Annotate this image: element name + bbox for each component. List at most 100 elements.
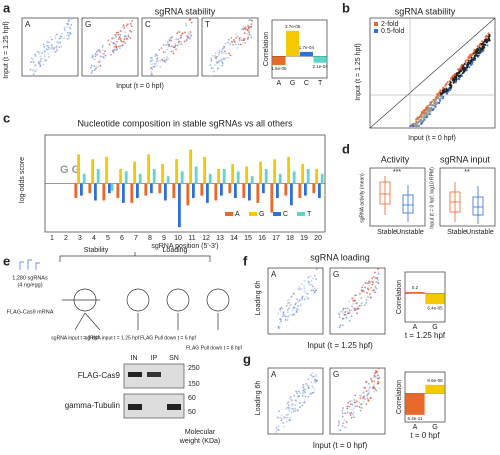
scatter-dot (282, 313, 285, 315)
scatter-dot (488, 35, 491, 38)
scatter-dot (370, 286, 372, 289)
scatter-dot (209, 75, 212, 78)
scatter-dot (119, 30, 122, 32)
scatter-dot (54, 50, 57, 53)
scatter-dot (306, 292, 309, 295)
scatter-dot (99, 64, 102, 67)
scatter-dot (63, 37, 65, 39)
panel-label: a (3, 0, 11, 15)
scatter-dot (363, 291, 366, 293)
scatter-dot (345, 314, 347, 316)
scatter-dot (284, 315, 287, 318)
scatter-dot (378, 387, 381, 390)
scatter-dot (32, 61, 35, 64)
scatter-dot (350, 315, 353, 317)
scatter-dot (95, 65, 98, 68)
scatter-dot (234, 33, 237, 36)
scatter-dot (451, 78, 454, 81)
scatter-dot (56, 48, 58, 51)
scatter-dot (366, 394, 369, 397)
plot-frame (439, 167, 496, 227)
scatter-dot (115, 43, 117, 46)
scatter-dot (101, 49, 104, 52)
scatter-dot (295, 311, 298, 313)
bar (136, 183, 139, 199)
scatter-dot (363, 304, 366, 307)
scatter-dot (94, 55, 97, 58)
scatter-dot (123, 35, 126, 38)
scatter-dot (51, 38, 53, 41)
scatter-dot (312, 277, 314, 280)
scatter-dot (369, 296, 372, 299)
scatter-dot (43, 58, 46, 60)
scatter-dot (349, 312, 352, 315)
value-label: 0.2 (412, 285, 419, 290)
scatter-dot (69, 27, 72, 30)
plot-frame (404, 371, 446, 423)
scatter-dot (304, 291, 307, 294)
scatter-dot (222, 57, 225, 60)
scatter-dot (341, 317, 344, 320)
scatter-dot (370, 280, 372, 283)
scatter-dot (56, 33, 58, 36)
scatter-dot (338, 326, 341, 329)
scatter-dot (369, 397, 372, 400)
scatter-dot (297, 304, 300, 307)
scatter-dot (350, 309, 353, 312)
injection: (4 ng/egg) (17, 282, 42, 288)
subplot-label: T (205, 20, 210, 29)
scatter-dot (216, 61, 219, 64)
scatter-dot (165, 56, 168, 59)
scatter-dot (162, 51, 165, 54)
scatter-dot (99, 55, 102, 58)
scatter-dot (189, 35, 192, 38)
scatter-dot (431, 109, 434, 112)
scatter-dot (316, 266, 319, 269)
subplot-label: G (333, 270, 339, 279)
bar (172, 183, 176, 199)
scatter-dot (455, 78, 458, 81)
scatter-dot (476, 47, 479, 50)
scatter-dot (367, 288, 370, 291)
plot-frame (369, 167, 426, 227)
scatter-dot (293, 306, 295, 309)
y-label: Correlation (396, 380, 403, 414)
scatter-dot (113, 45, 116, 48)
scatter-dot (238, 37, 241, 40)
scatter-dot (348, 309, 351, 311)
scatter-dot (307, 386, 310, 389)
panel-label: b (342, 0, 350, 15)
scatter-dot (242, 39, 245, 42)
scatter-dot (373, 380, 376, 383)
scatter-dot (298, 288, 301, 291)
scatter-dot (289, 416, 292, 419)
scatter-dot (428, 110, 431, 113)
bar (259, 161, 262, 184)
scatter-dot (457, 74, 460, 77)
scatter-dot (354, 294, 357, 297)
legend-swatch (273, 212, 281, 216)
scatter-dot (304, 391, 307, 394)
bar (262, 183, 265, 194)
scatter-dot (455, 73, 458, 76)
scatter-dot (314, 373, 317, 376)
scatter-dot (282, 416, 285, 419)
scatter-dot (314, 378, 316, 381)
scatter-dot (229, 43, 232, 45)
legend-swatch (374, 29, 378, 33)
scatter-dot (300, 283, 303, 286)
scatter-dot (94, 53, 97, 55)
scatter-dot (34, 53, 36, 56)
scatter-dot (347, 312, 350, 315)
scatter-dot (43, 53, 46, 56)
scatter-dot (69, 31, 72, 34)
scatter-dot (290, 303, 292, 306)
scatter-dot (311, 376, 314, 379)
scatter-dot (478, 49, 481, 52)
scatter-dot (461, 72, 464, 75)
scatter-dot (358, 394, 361, 397)
scatter-dot (178, 43, 180, 46)
scatter-dot (350, 416, 353, 419)
scatter-dot (445, 83, 448, 86)
scatter-dot (358, 401, 361, 404)
